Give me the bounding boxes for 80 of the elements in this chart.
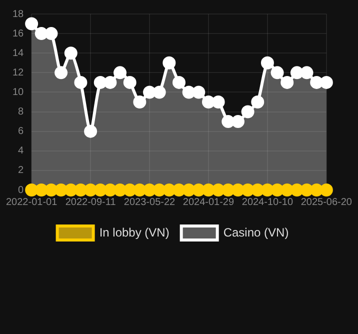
point (202, 96, 215, 108)
point (231, 115, 244, 128)
point (94, 76, 107, 89)
point (25, 184, 38, 196)
point (74, 184, 88, 196)
point (152, 184, 166, 196)
point (133, 184, 146, 196)
y-tick-label: 16 (12, 28, 24, 40)
point (222, 115, 235, 128)
point (280, 76, 294, 89)
point (241, 184, 254, 196)
point (114, 184, 127, 196)
point (123, 184, 136, 196)
x-tick-label: 2022-01-01 (6, 196, 58, 208)
point (143, 86, 156, 99)
point (25, 17, 38, 30)
point (290, 184, 304, 196)
y-tick-label: 8 (18, 106, 24, 118)
point (152, 86, 166, 99)
x-tick-label: 2023-05-22 (124, 196, 176, 208)
point (64, 46, 78, 60)
point (84, 124, 98, 138)
point (192, 184, 206, 196)
x-tick-label: 2024-10-10 (242, 196, 294, 208)
point (241, 105, 254, 118)
point (182, 86, 196, 99)
point (182, 184, 196, 196)
point (143, 184, 156, 196)
x-tick-label: 2024-01-29 (182, 196, 234, 208)
y-tick-label: 6 (18, 126, 24, 138)
y-tick-label: 12 (12, 67, 24, 78)
y-tick-label: 10 (12, 86, 24, 98)
point (74, 76, 88, 89)
point (44, 184, 58, 196)
point (270, 66, 284, 80)
point (212, 184, 225, 196)
point (34, 184, 48, 196)
point (192, 86, 206, 99)
point (162, 184, 176, 196)
point (222, 184, 235, 196)
point (300, 66, 314, 80)
point (270, 184, 284, 196)
point (123, 76, 136, 89)
point (212, 96, 225, 108)
point (310, 76, 324, 89)
point (310, 184, 324, 196)
point (54, 184, 68, 196)
point (172, 184, 186, 196)
point (320, 184, 333, 196)
legend-label: Casino (VN) (223, 225, 289, 240)
x-tick-label: 2022-09-11 (65, 196, 116, 208)
point (162, 56, 176, 70)
point (231, 184, 244, 196)
point (133, 96, 146, 108)
point (202, 184, 215, 196)
y-tick-label: 4 (18, 146, 24, 157)
point (251, 184, 264, 196)
y-tick-label: 18 (12, 8, 24, 20)
point (104, 184, 117, 196)
point (300, 184, 314, 196)
point (172, 76, 186, 89)
point (251, 96, 264, 108)
point (94, 184, 107, 196)
point (320, 76, 333, 89)
legend-label: In lobby (VN) (99, 225, 170, 240)
y-tick-label: 14 (12, 48, 24, 59)
point (114, 66, 127, 80)
point (280, 184, 294, 196)
point (260, 56, 274, 70)
point (84, 184, 98, 196)
point (44, 27, 58, 40)
point (54, 66, 68, 80)
y-tick-label: 0 (18, 184, 24, 196)
point (64, 184, 78, 196)
point (260, 184, 274, 196)
x-tick-label: 2025-06-20 (300, 196, 352, 208)
point (290, 66, 304, 80)
point (34, 27, 48, 40)
y-tick-label: 2 (18, 165, 24, 176)
point (104, 76, 117, 89)
